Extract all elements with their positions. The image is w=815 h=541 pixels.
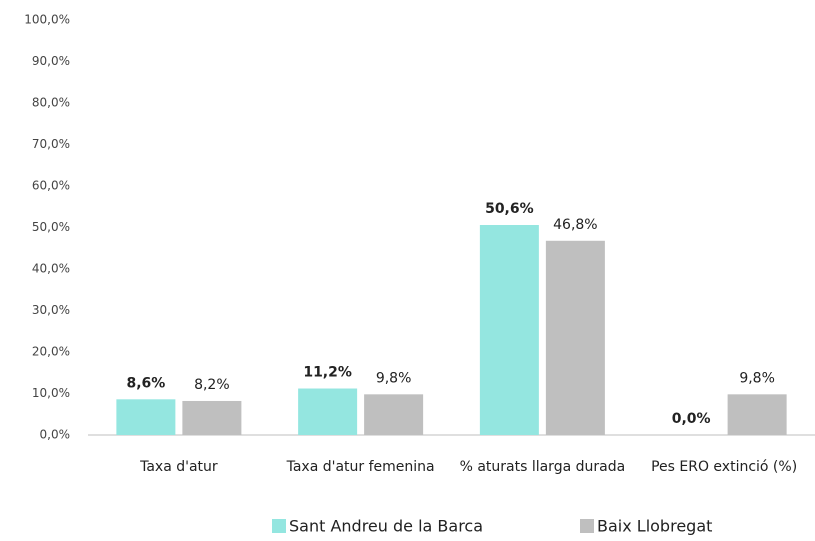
legend-label: Sant Andreu de la Barca (289, 517, 483, 536)
x-tick-label: Pes ERO extinció (%) (651, 459, 797, 475)
value-label: 11,2% (303, 365, 352, 381)
y-tick-label: 60,0% (32, 179, 70, 193)
legend-swatch (272, 519, 286, 533)
bar (479, 225, 539, 435)
y-tick-label: 10,0% (32, 386, 70, 400)
value-label: 46,8% (553, 217, 597, 233)
y-tick-label: 90,0% (32, 54, 70, 68)
y-tick-label: 0,0% (40, 428, 71, 442)
y-tick-label: 50,0% (32, 220, 70, 234)
legend-label: Baix Llobregat (597, 517, 712, 536)
x-tick-label: Taxa d'atur (139, 459, 218, 475)
x-tick-label: % aturats llarga durada (460, 459, 626, 475)
value-label: 8,2% (194, 377, 230, 393)
y-tick-label: 100,0% (24, 13, 70, 27)
value-label: 9,8% (739, 370, 775, 386)
bar (182, 400, 242, 435)
bar (727, 394, 787, 435)
y-tick-label: 30,0% (32, 303, 70, 317)
bar (116, 399, 176, 435)
y-tick-label: 70,0% (32, 137, 70, 151)
y-tick-label: 80,0% (32, 96, 70, 110)
x-tick-label: Taxa d'atur femenina (286, 459, 435, 475)
value-label: 9,8% (376, 370, 412, 386)
bar (298, 388, 358, 435)
value-label: 8,6% (126, 375, 165, 391)
value-label: 0,0% (672, 411, 711, 427)
y-tick-label: 20,0% (32, 345, 70, 359)
legend-swatch (580, 519, 594, 533)
bar (545, 240, 605, 435)
bar (364, 394, 424, 435)
value-label: 50,6% (485, 201, 534, 217)
y-tick-label: 40,0% (32, 262, 70, 276)
